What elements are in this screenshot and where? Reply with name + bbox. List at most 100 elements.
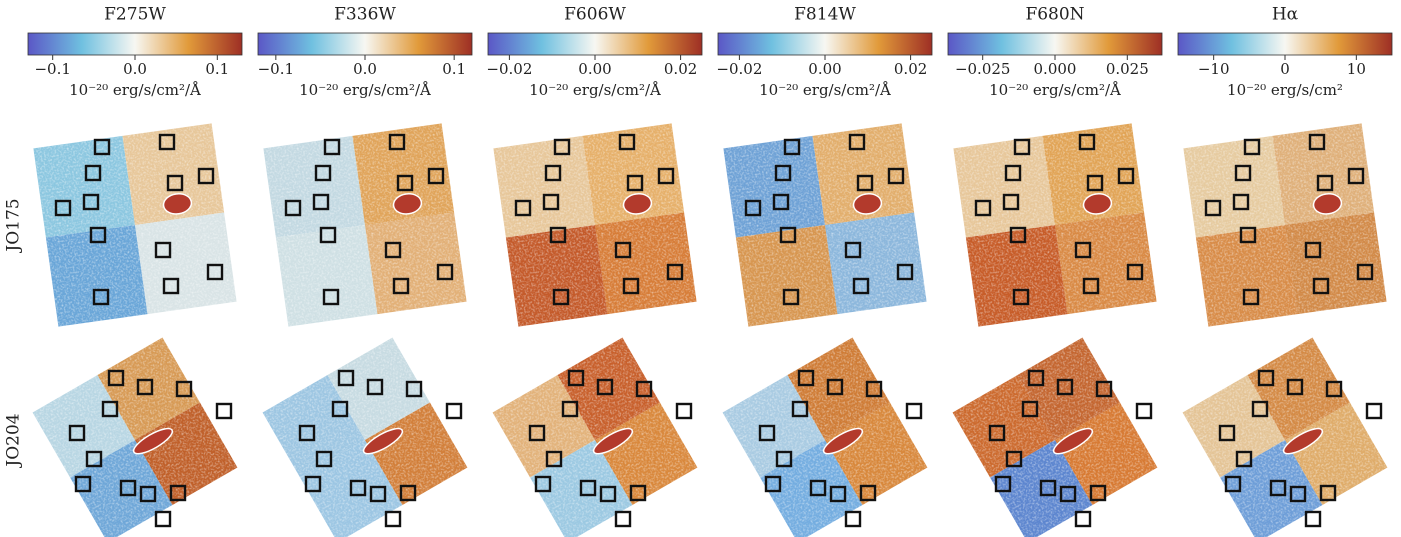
region-box	[826, 378, 844, 396]
tick-label: 0.1	[442, 60, 466, 78]
image-panel	[1183, 123, 1387, 327]
region-box	[596, 378, 614, 396]
region-box	[809, 479, 827, 497]
region-box	[599, 485, 617, 503]
region-box	[101, 400, 119, 418]
galaxy-contour	[822, 427, 864, 455]
tick-label: −0.1	[34, 60, 70, 78]
region-box	[675, 402, 693, 420]
region-box	[758, 424, 776, 442]
region-box	[1059, 485, 1077, 503]
image-noise	[1183, 123, 1387, 327]
region-box	[579, 479, 597, 497]
region-box	[369, 485, 387, 503]
colorbar-title: F814W	[794, 5, 856, 25]
galaxy-contour	[132, 427, 174, 455]
region-box	[1251, 400, 1269, 418]
region-box	[567, 369, 585, 387]
region-box	[772, 193, 790, 211]
region-box	[304, 475, 322, 493]
galaxy-contour	[852, 193, 883, 215]
colorbar	[717, 32, 933, 56]
region-box	[54, 199, 72, 217]
region-box	[1005, 450, 1023, 468]
colorbar-title: F606W	[564, 5, 626, 25]
image-noise	[722, 337, 928, 537]
region-box	[797, 369, 815, 387]
region-box	[1009, 226, 1027, 244]
region-box	[119, 479, 137, 497]
region-box	[1243, 138, 1261, 156]
colorbar	[1177, 32, 1393, 56]
region-box	[561, 400, 579, 418]
colorbar	[27, 32, 243, 56]
colorbar-unit: 10⁻²⁰ erg/s/cm²/Å	[69, 81, 201, 99]
region-box	[85, 450, 103, 468]
tick-label: 0.0	[123, 60, 147, 78]
colorbar-unit: 10⁻²⁰ erg/s/cm²/Å	[989, 81, 1121, 99]
tick-label: 0.0	[353, 60, 377, 78]
region-box	[1286, 378, 1304, 396]
region-box	[614, 241, 632, 259]
region-box	[764, 475, 782, 493]
region-box	[635, 380, 653, 398]
region-box	[844, 510, 862, 528]
region-box	[1004, 164, 1022, 182]
region-box	[312, 193, 330, 211]
region-box	[136, 378, 154, 396]
region-box	[657, 167, 675, 185]
colorbar-title: F275W	[104, 5, 166, 25]
image-noise	[32, 337, 238, 537]
region-box	[1126, 263, 1144, 281]
region-box	[744, 199, 762, 217]
region-box	[865, 380, 883, 398]
image-panel	[953, 123, 1157, 327]
galaxy-contour	[362, 427, 404, 455]
tick-label: 0.000	[1034, 60, 1077, 78]
region-box	[553, 138, 571, 156]
image-noise	[262, 337, 468, 537]
tick-label: 0.1	[205, 60, 229, 78]
image-panel	[1182, 337, 1388, 537]
region-box	[366, 378, 384, 396]
region-box	[284, 199, 302, 217]
region-box	[988, 424, 1006, 442]
region-box	[1224, 475, 1242, 493]
tick-label: 0.025	[1106, 60, 1149, 78]
region-box	[1325, 380, 1343, 398]
image-panel	[723, 123, 927, 327]
region-box	[905, 402, 923, 420]
region-box	[1234, 164, 1252, 182]
region-box	[1312, 277, 1330, 295]
tick-label: −10	[1198, 60, 1230, 78]
row-label: JO175	[4, 198, 24, 253]
region-box	[68, 424, 86, 442]
region-box	[107, 369, 125, 387]
region-box	[534, 475, 552, 493]
region-box	[1304, 241, 1322, 259]
region-box	[791, 400, 809, 418]
region-box	[158, 133, 176, 151]
region-box	[549, 226, 567, 244]
region-box	[1257, 369, 1275, 387]
region-box	[859, 484, 877, 502]
region-box	[1082, 277, 1100, 295]
region-box	[74, 475, 92, 493]
region-box	[93, 138, 111, 156]
region-box	[396, 174, 414, 192]
region-box	[626, 174, 644, 192]
region-box	[206, 263, 224, 281]
region-box	[666, 263, 684, 281]
region-box	[175, 380, 193, 398]
region-box	[1316, 174, 1334, 192]
tick-label: 0.02	[664, 60, 697, 78]
region-box	[298, 424, 316, 442]
image-panel	[492, 337, 698, 537]
region-box	[1135, 402, 1153, 420]
region-box	[1086, 174, 1104, 192]
tick-label: 0.00	[578, 60, 611, 78]
image-panel	[262, 337, 468, 537]
image-noise	[953, 123, 1157, 327]
galaxy-contour	[392, 193, 423, 215]
region-box	[162, 277, 180, 295]
